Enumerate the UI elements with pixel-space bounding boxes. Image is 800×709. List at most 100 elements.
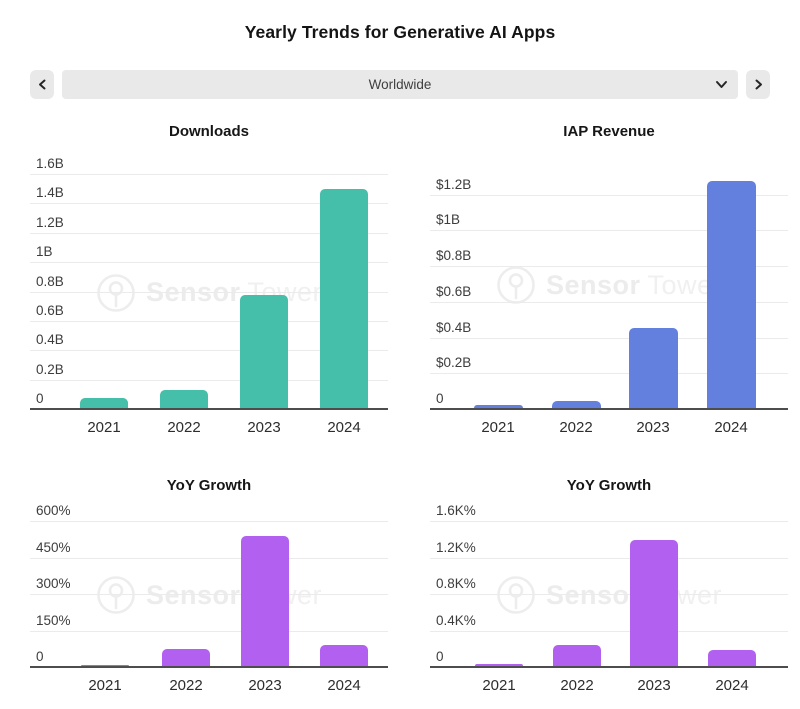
gridline: [30, 521, 388, 522]
y-tick-label: 0.2B: [36, 361, 64, 377]
bar-2023: [241, 535, 289, 666]
x-tick-label: 2024: [327, 419, 361, 436]
bar-2024: [706, 181, 756, 408]
y-tick-label: $0.8B: [436, 248, 472, 264]
x-tick-label: 2023: [248, 677, 282, 694]
bar-2023: [630, 540, 678, 666]
gridline: [430, 230, 788, 232]
x-tick-label: 2021: [481, 419, 515, 436]
sensor-tower-logo-icon: [96, 273, 136, 313]
sensor-tower-logo-icon: [496, 575, 536, 615]
y-tick-label: 0.4K%: [436, 612, 476, 628]
x-tick-label: 2024: [714, 419, 748, 436]
chevron-right-icon: [753, 79, 764, 90]
x-tick-label: 2021: [87, 419, 121, 436]
bar-2021: [80, 397, 128, 408]
bar-2024: [320, 645, 368, 666]
gridline: [30, 379, 388, 381]
x-axis-line: [430, 666, 788, 668]
x-tick-label: 2023: [247, 419, 281, 436]
gridline: [430, 557, 788, 559]
gridline: [30, 291, 388, 293]
y-tick-label: 1B: [36, 244, 53, 260]
gridline: [430, 337, 788, 339]
gridline: [30, 203, 388, 205]
y-tick-label: 0: [436, 391, 444, 406]
gridline: [430, 630, 788, 632]
x-tick-label: 2022: [559, 419, 593, 436]
gridline: [430, 194, 788, 196]
x-tick-label: 2023: [637, 677, 671, 694]
y-tick-label: 0.6B: [36, 302, 64, 318]
y-tick-label: 1.6K%: [436, 503, 476, 518]
page-title: Yearly Trends for Generative AI Apps: [244, 22, 556, 42]
y-tick-label: $0.6B: [436, 283, 472, 299]
plot-area: Sensor Tower 0 0.4K% 0.8K% 1.2K% 1.6K% 2021 2022…: [430, 503, 788, 694]
bar-2021: [81, 664, 129, 666]
y-tick-label: $0.4B: [436, 319, 472, 335]
y-tick-label: 1.6B: [36, 156, 64, 171]
y-tick-label: 450%: [36, 539, 71, 555]
gridline: [430, 594, 788, 595]
chevron-down-icon: [715, 79, 728, 90]
next-region-button[interactable]: [746, 70, 770, 99]
gridline: [430, 266, 788, 268]
gridline: [30, 594, 388, 595]
y-tick-label: 0: [36, 649, 44, 664]
y-tick-label: $1B: [436, 212, 461, 228]
sensor-tower-logo-icon: [96, 575, 136, 615]
y-tick-label: 150%: [36, 612, 71, 628]
bar-2023: [240, 294, 288, 408]
bar-2022: [162, 648, 210, 666]
gridline: [430, 301, 788, 303]
bar-2021: [473, 405, 523, 408]
x-tick-label: 2021: [482, 677, 516, 694]
y-tick-label: 0: [436, 649, 444, 664]
y-tick-label: $0.2B: [436, 355, 472, 371]
gridline: [430, 521, 788, 522]
bar-2022: [160, 390, 208, 408]
gridline: [30, 320, 388, 322]
region-select-value: Worldwide: [368, 77, 432, 92]
x-axis-line: [430, 408, 788, 410]
bar-2024: [320, 189, 368, 408]
chart-title: Downloads: [168, 123, 249, 140]
gridline: [30, 262, 388, 264]
bar-2022: [551, 400, 601, 408]
y-tick-label: 300%: [36, 576, 71, 591]
x-tick-label: 2024: [715, 677, 749, 694]
chart-title: YoY Growth: [166, 477, 252, 494]
region-select[interactable]: Worldwide: [62, 70, 738, 99]
y-tick-label: 1.2B: [36, 214, 64, 230]
sensor-tower-logo-icon: [496, 265, 536, 305]
chevron-left-icon: [37, 79, 48, 90]
gridline: [30, 232, 388, 234]
y-tick-label: 1.4B: [36, 185, 64, 201]
gridline: [30, 350, 388, 352]
x-axis-line: [30, 408, 388, 410]
gridline: [30, 174, 388, 175]
x-tick-label: 2023: [636, 419, 670, 436]
y-tick-label: $1.2B: [436, 176, 472, 192]
prev-region-button[interactable]: [30, 70, 54, 99]
chart-iap-revenue: IAP Revenue Sensor Tower 0 $0.2B $0.4B $0.6B $…: [430, 115, 788, 444]
gridline: [30, 557, 388, 559]
bar-2021: [475, 664, 523, 666]
gridline: [30, 630, 388, 632]
y-tick-label: 0: [36, 391, 44, 406]
x-tick-label: 2022: [169, 677, 203, 694]
y-tick-label: 1.2K%: [436, 539, 476, 555]
y-tick-label: 0.8B: [36, 273, 64, 289]
y-tick-label: 0.4B: [36, 332, 64, 348]
plot-area: Sensor Tower 0 $0.2B $0.4B $0.6B $0.8B $1B $1.2B…: [430, 160, 788, 436]
chart-yoy-growth-revenue: YoY Growth Sensor Tower 0 0.4K% 0.8K% 1.2K% 1.…: [430, 469, 788, 702]
